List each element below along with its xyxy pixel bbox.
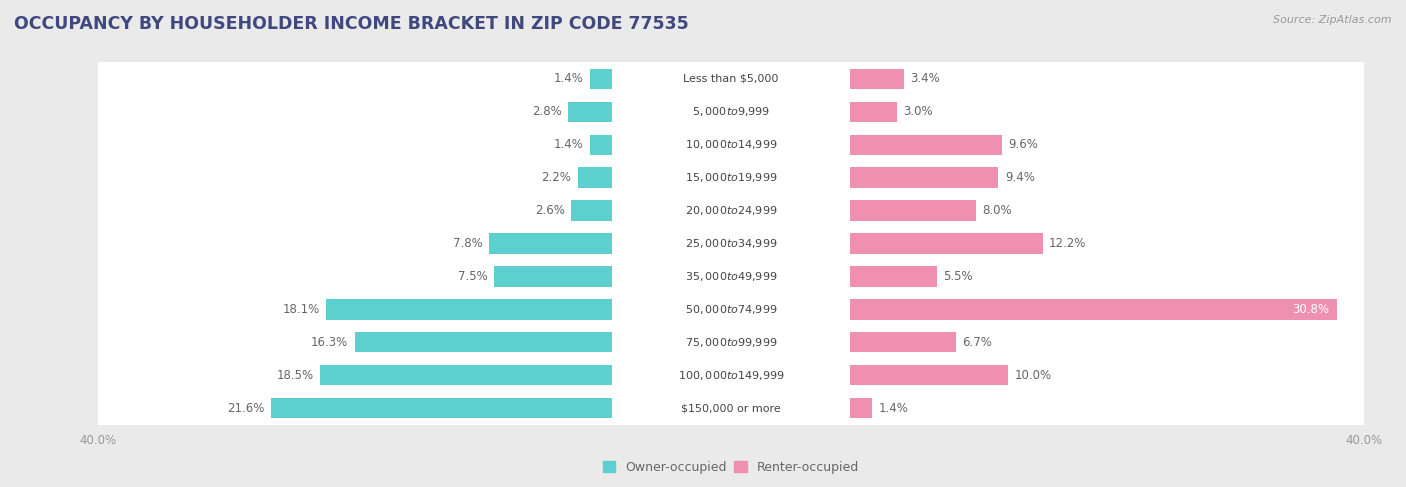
Bar [571, 200, 613, 221]
Bar [578, 168, 613, 188]
Text: 5.5%: 5.5% [943, 270, 973, 283]
Text: 1.4%: 1.4% [554, 138, 583, 151]
Bar [98, 95, 1364, 128]
Legend: Owner-occupied, Renter-occupied: Owner-occupied, Renter-occupied [603, 461, 859, 474]
Bar [98, 128, 1364, 161]
Bar [319, 365, 613, 385]
Bar [591, 69, 613, 89]
Bar [849, 134, 1001, 155]
Text: 2.6%: 2.6% [536, 204, 565, 217]
Bar [849, 398, 872, 418]
Text: $10,000 to $14,999: $10,000 to $14,999 [685, 138, 778, 151]
Text: 18.1%: 18.1% [283, 303, 319, 316]
Text: 8.0%: 8.0% [983, 204, 1012, 217]
Text: $35,000 to $49,999: $35,000 to $49,999 [685, 270, 778, 283]
Text: $150,000 or more: $150,000 or more [682, 403, 780, 413]
Text: 30.8%: 30.8% [1292, 303, 1329, 316]
Bar [849, 233, 1043, 254]
Text: $20,000 to $24,999: $20,000 to $24,999 [685, 204, 778, 217]
Text: 10.0%: 10.0% [1014, 369, 1052, 382]
Bar [98, 161, 1364, 194]
Bar [354, 332, 613, 353]
Bar [98, 359, 1364, 392]
Text: 7.5%: 7.5% [458, 270, 488, 283]
Bar [494, 266, 613, 287]
Bar [849, 69, 904, 89]
Bar [98, 62, 1364, 95]
Text: Less than $5,000: Less than $5,000 [683, 74, 779, 84]
Bar [568, 102, 613, 122]
Bar [98, 227, 1364, 260]
Text: 9.4%: 9.4% [1005, 171, 1035, 184]
Text: 12.2%: 12.2% [1049, 237, 1087, 250]
Bar [98, 326, 1364, 359]
Bar [98, 392, 1364, 425]
Text: $100,000 to $149,999: $100,000 to $149,999 [678, 369, 785, 382]
Text: Source: ZipAtlas.com: Source: ZipAtlas.com [1274, 15, 1392, 25]
Bar [98, 194, 1364, 227]
Bar [849, 200, 976, 221]
Text: 9.6%: 9.6% [1008, 138, 1038, 151]
Text: 16.3%: 16.3% [311, 336, 349, 349]
Text: 2.8%: 2.8% [531, 105, 562, 118]
Text: 7.8%: 7.8% [453, 237, 482, 250]
Text: 2.2%: 2.2% [541, 171, 571, 184]
Bar [849, 365, 1008, 385]
Text: 1.4%: 1.4% [879, 402, 908, 414]
Bar [489, 233, 613, 254]
Text: $75,000 to $99,999: $75,000 to $99,999 [685, 336, 778, 349]
Bar [326, 299, 613, 319]
Bar [271, 398, 613, 418]
Text: $25,000 to $34,999: $25,000 to $34,999 [685, 237, 778, 250]
Text: 3.0%: 3.0% [904, 105, 934, 118]
Text: $5,000 to $9,999: $5,000 to $9,999 [692, 105, 770, 118]
Bar [849, 266, 936, 287]
Text: $15,000 to $19,999: $15,000 to $19,999 [685, 171, 778, 184]
Bar [849, 299, 1337, 319]
Text: 6.7%: 6.7% [962, 336, 991, 349]
Bar [98, 293, 1364, 326]
Text: 18.5%: 18.5% [277, 369, 314, 382]
Text: 1.4%: 1.4% [554, 73, 583, 85]
Bar [98, 260, 1364, 293]
Text: $50,000 to $74,999: $50,000 to $74,999 [685, 303, 778, 316]
Text: OCCUPANCY BY HOUSEHOLDER INCOME BRACKET IN ZIP CODE 77535: OCCUPANCY BY HOUSEHOLDER INCOME BRACKET … [14, 15, 689, 33]
Text: 21.6%: 21.6% [228, 402, 264, 414]
Bar [849, 332, 956, 353]
Text: 3.4%: 3.4% [910, 73, 939, 85]
Bar [849, 168, 998, 188]
Bar [849, 102, 897, 122]
Bar [591, 134, 613, 155]
